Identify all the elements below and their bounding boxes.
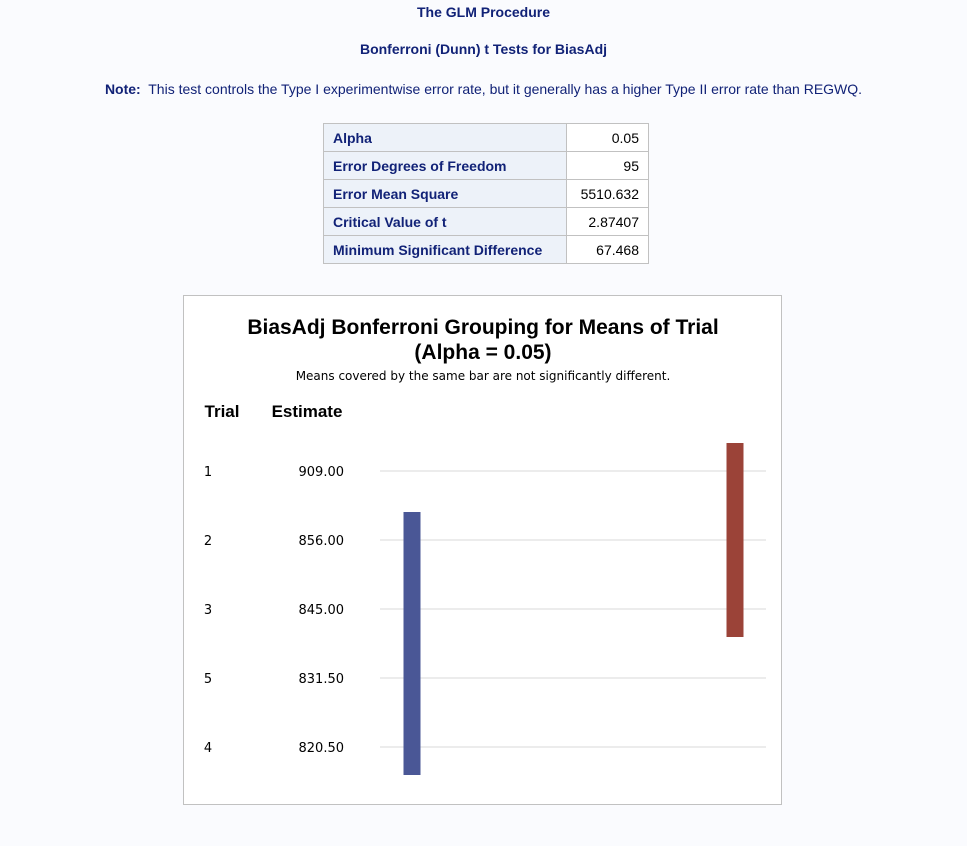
- trial-label: 2: [204, 534, 212, 549]
- stats-value: 5510.632: [566, 179, 649, 208]
- group-bar: [726, 443, 744, 637]
- grouping-chart-svg: BiasAdj Bonferroni Grouping for Means of…: [204, 316, 766, 775]
- column-header-trial: Trial: [205, 402, 240, 421]
- stats-label: Minimum Significant Difference: [323, 235, 567, 264]
- stats-label: Critical Value of t: [323, 207, 567, 236]
- stats-table: Alpha 0.05 Error Degrees of Freedom 95 Error…: [323, 123, 649, 264]
- chart-title: BiasAdj Bonferroni Grouping for Means of…: [247, 316, 718, 339]
- chart-subtitle: (Alpha = 0.05): [414, 341, 551, 364]
- note-text: This test controls the Type I experiment…: [148, 81, 863, 97]
- stats-row: Alpha 0.05: [323, 123, 649, 152]
- stats-row: Error Mean Square 5510.632: [323, 179, 649, 208]
- trial-label: 4: [204, 741, 212, 756]
- note-label: Note:: [104, 81, 141, 97]
- stats-value: 2.87407: [566, 207, 649, 236]
- estimate-label: 909.00: [299, 465, 345, 480]
- procedure-title: The GLM Procedure: [416, 4, 551, 20]
- chart-footnote: Means covered by the same bar are not si…: [296, 369, 671, 383]
- trial-label: 5: [204, 672, 212, 687]
- stats-row: Critical Value of t 2.87407: [323, 207, 649, 236]
- stats-value: 95: [566, 151, 649, 180]
- estimate-label: 856.00: [299, 534, 345, 549]
- stats-row: Error Degrees of Freedom 95: [323, 151, 649, 180]
- stats-value: 0.05: [566, 123, 649, 152]
- test-title: Bonferroni (Dunn) t Tests for BiasAdj: [359, 41, 608, 57]
- stats-label: Error Mean Square: [323, 179, 567, 208]
- note: Note: This test controls the Type I expe…: [0, 81, 967, 97]
- stats-label: Alpha: [323, 123, 567, 152]
- estimate-label: 845.00: [299, 603, 345, 618]
- grouping-chart: BiasAdj Bonferroni Grouping for Means of…: [183, 295, 782, 805]
- stats-row: Minimum Significant Difference 67.468: [323, 235, 649, 264]
- stats-value: 67.468: [566, 235, 649, 264]
- group-bar: [403, 512, 421, 775]
- trial-label: 3: [204, 603, 212, 618]
- column-header-estimate: Estimate: [272, 402, 343, 421]
- stats-label: Error Degrees of Freedom: [323, 151, 567, 180]
- estimate-label: 831.50: [299, 672, 345, 687]
- trial-label: 1: [204, 465, 212, 480]
- estimate-label: 820.50: [299, 741, 345, 756]
